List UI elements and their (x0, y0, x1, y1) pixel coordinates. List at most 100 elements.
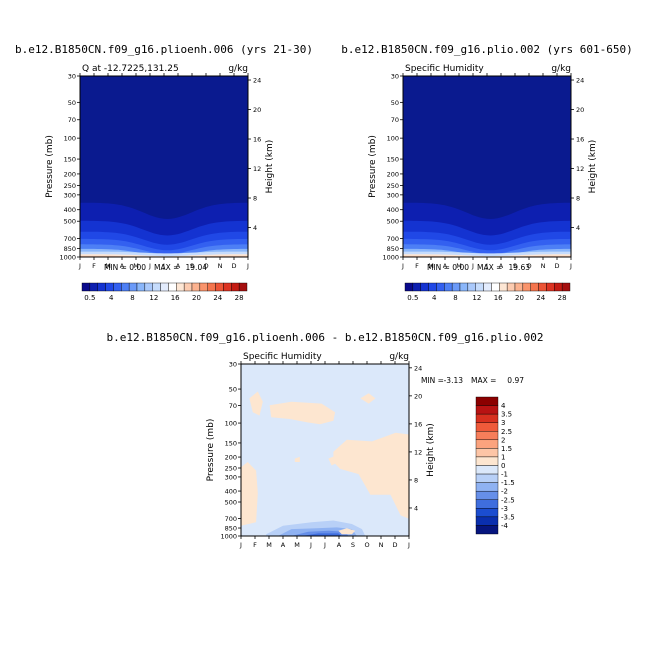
x-tick-label: F (92, 262, 96, 270)
colorbar-swatch (475, 413, 499, 423)
colorbar-swatch (412, 282, 421, 292)
pressure-tick-label: 30 (229, 361, 237, 369)
colorbar-swatch (475, 508, 499, 518)
height-tick-label: 24 (576, 77, 584, 85)
positive-anomaly (249, 391, 263, 416)
colorbar-swatch (144, 282, 153, 292)
x-tick-label: J (569, 262, 572, 270)
pressure-tick-label: 1000 (382, 254, 399, 262)
colorbar-label: 28 (235, 294, 244, 302)
x-tick-label: A (120, 262, 125, 270)
pressure-tick-label: 30 (68, 73, 76, 81)
colorbar-swatch (475, 448, 499, 458)
min-value: -3.13 (444, 376, 464, 385)
colorbar-swatch (152, 282, 161, 292)
colorbar-label: 8 (130, 294, 134, 302)
colorbar-swatch (475, 422, 499, 432)
pressure-tick-label: 150 (387, 156, 399, 164)
min-value: 0.00 (129, 263, 146, 272)
colorbar-swatch (475, 405, 499, 415)
pressure-tick-label: 200 (64, 170, 76, 178)
positive-anomaly (338, 528, 356, 535)
colorbar-swatch (475, 456, 499, 466)
y-axis-right-label: Height (km) (426, 423, 436, 477)
colorbar-label: 4 (501, 402, 506, 410)
colorbar-label: 28 (558, 294, 567, 302)
x-tick-label: D (554, 262, 559, 270)
x-tick-label: A (499, 262, 504, 270)
height-tick-label: 16 (576, 136, 584, 144)
x-tick-label: N (218, 262, 223, 270)
colorbar-swatch (475, 516, 499, 526)
height-tick-label: 16 (414, 420, 422, 428)
y-axis-right-label: Height (km) (265, 140, 275, 194)
colorbar-label: -1 (501, 471, 508, 479)
height-tick-label: 4 (253, 224, 257, 232)
panel-title: b.e12.B1850CN.f09_g16.plioenh.006 - b.e1… (106, 331, 543, 344)
colorbar-label: 8 (453, 294, 457, 302)
pressure-tick-label: 250 (64, 182, 76, 190)
x-tick-label: J (239, 541, 242, 549)
x-tick-label: J (148, 262, 151, 270)
x-tick-label: M (294, 541, 300, 549)
x-tick-label: O (203, 262, 208, 270)
x-tick-label: J (78, 262, 81, 270)
pressure-tick-label: 500 (387, 218, 399, 226)
positive-anomaly (241, 462, 258, 526)
min-label: MIN = (421, 376, 444, 385)
pressure-tick-label: 850 (387, 245, 399, 253)
colorbar-label: 20 (192, 294, 201, 302)
pressure-tick-label: 850 (225, 525, 237, 533)
colorbar-label: 20 (515, 294, 524, 302)
pressure-tick-label: 70 (391, 116, 399, 124)
colorbar-label: 3.5 (501, 411, 512, 419)
y-axis-right-label: Height (km) (588, 140, 598, 194)
colorbar-swatch (136, 282, 146, 292)
colorbar-swatch (444, 282, 453, 292)
panel-units: g/kg (389, 352, 409, 362)
pressure-tick-label: 500 (225, 499, 237, 507)
colorbar-label: 16 (171, 294, 180, 302)
height-tick-label: 20 (253, 106, 261, 114)
colorbar-swatch (128, 282, 138, 292)
colorbar-swatch (420, 282, 429, 292)
contour-field (80, 76, 248, 257)
max-value: 0.97 (507, 376, 524, 385)
panel-units: g/kg (551, 64, 571, 74)
colorbar-swatch (506, 282, 516, 292)
height-tick-label: 12 (414, 448, 422, 456)
colorbar-label: 2.5 (501, 428, 512, 436)
pressure-tick-label: 400 (225, 488, 237, 496)
panel-title: b.e12.B1850CN.f09_g16.plio.002 (yrs 601-… (341, 43, 632, 56)
pressure-tick-label: 300 (64, 191, 76, 199)
x-tick-label: N (541, 262, 546, 270)
colorbar-label: 2 (501, 436, 505, 444)
colorbar-swatch (459, 282, 469, 292)
y-axis-label: Pressure (mb) (368, 135, 378, 198)
colorbar-swatch (475, 396, 499, 406)
height-tick-label: 8 (414, 476, 418, 484)
pressure-tick-label: 300 (225, 473, 237, 481)
x-tick-label: M (266, 541, 272, 549)
panel-subtitle: Q at -12.7225,131.25 (82, 64, 179, 74)
colorbar-swatch (546, 282, 555, 292)
colorbar-swatch (475, 482, 499, 492)
colorbar-swatch (207, 282, 216, 292)
x-tick-label: O (364, 541, 369, 549)
colorbar-swatch (475, 499, 499, 509)
height-tick-label: 20 (414, 392, 422, 400)
positive-anomaly (333, 432, 409, 519)
colorbar-swatch (475, 431, 499, 441)
colorbar-swatch (183, 282, 193, 292)
pressure-tick-label: 30 (391, 73, 399, 81)
pressure-tick-label: 150 (225, 439, 237, 447)
pressure-tick-label: 50 (68, 99, 76, 107)
x-tick-label: J (401, 262, 404, 270)
x-tick-label: J (407, 541, 410, 549)
colorbar-label: 24 (536, 294, 545, 302)
negative-anomaly (301, 533, 342, 536)
x-tick-label: J (246, 262, 249, 270)
colorbar-swatch (199, 282, 208, 292)
x-tick-label: A (176, 262, 181, 270)
